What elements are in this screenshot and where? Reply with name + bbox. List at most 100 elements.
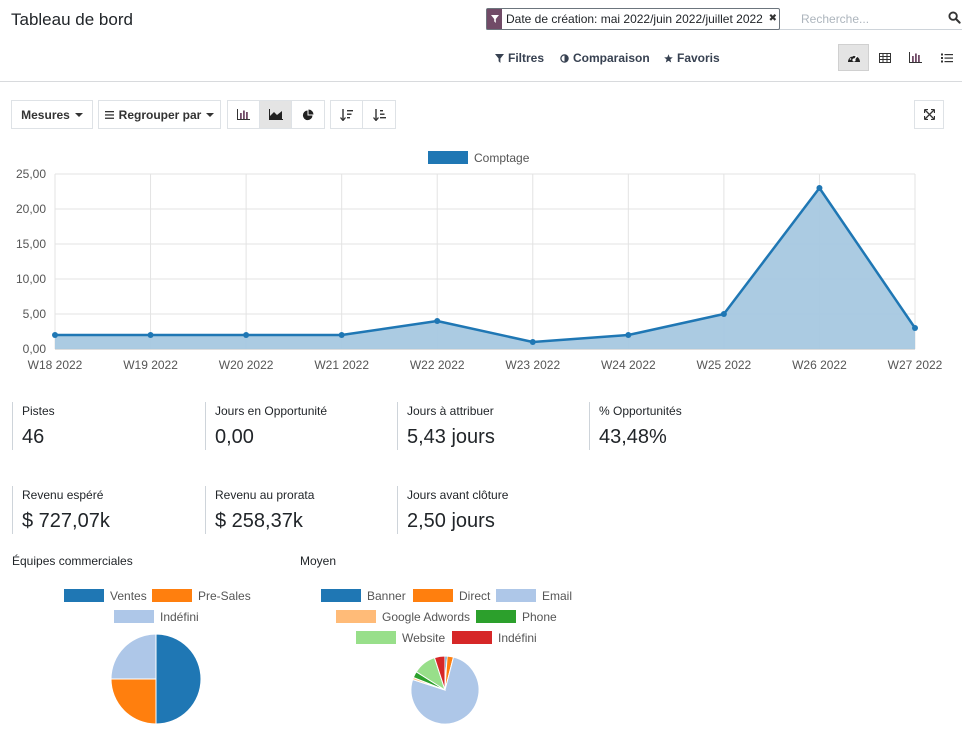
adjust-icon [560, 53, 569, 63]
list-icon [940, 53, 953, 62]
facet-value: Date de création: mai 2022/juin 2022/jui… [506, 12, 763, 26]
y-tick-label: 20,00 [16, 202, 46, 216]
data-point [52, 332, 58, 338]
kpi-label: Revenu espéré [22, 488, 104, 502]
legend-swatch [413, 589, 453, 602]
legend-swatch [64, 589, 104, 602]
measures-dropdown[interactable]: Mesures [11, 100, 93, 129]
sort-descending-button[interactable] [331, 101, 363, 128]
x-tick-label: W23 2022 [505, 358, 560, 372]
pie-slice [433, 655, 446, 691]
data-point [720, 311, 727, 317]
funnel-icon [495, 53, 504, 63]
pie-title-teams: Équipes commerciales [12, 554, 133, 568]
kpi-label: Revenu au prorata [215, 488, 315, 502]
kpi-value: 46 [22, 426, 45, 448]
legend-swatch [476, 610, 516, 623]
y-tick-label: 15,00 [16, 237, 46, 251]
legend-label: Banner [367, 589, 406, 603]
sort-amount-desc-icon [340, 108, 353, 121]
view-switcher [838, 44, 962, 71]
x-tick-label: W20 2022 [219, 358, 274, 372]
kpi-card[interactable]: Revenu au prorata $ 258,37k [205, 486, 390, 534]
data-point [147, 332, 154, 338]
data-point [816, 185, 823, 191]
data-point [529, 339, 536, 345]
groupby-label: Regrouper par [118, 107, 202, 122]
caret-down-icon [206, 112, 215, 117]
dashboard-view-button[interactable] [838, 44, 869, 71]
filters-button[interactable]: Filtres [495, 50, 544, 66]
data-point [243, 332, 250, 338]
x-tick-label: W19 2022 [123, 358, 178, 372]
x-tick-label: W27 2022 [888, 358, 943, 372]
kpi-value: 0,00 [215, 426, 254, 448]
sort-amount-asc-icon [372, 108, 386, 121]
line-chart-button[interactable] [260, 101, 292, 128]
data-point [625, 332, 632, 338]
y-tick-label: 25,00 [16, 167, 46, 181]
legend-label: Phone [522, 610, 557, 624]
kpi-card[interactable]: Revenu espéré $ 727,07k [12, 486, 197, 534]
favorites-button[interactable]: Favoris [664, 50, 720, 66]
legend-label: Email [542, 589, 572, 603]
header-divider [0, 81, 962, 82]
kpi-value: 2,50 jours [407, 510, 495, 532]
kpi-value: 5,43 jours [407, 426, 495, 448]
legend-swatch [428, 151, 468, 164]
kpi-card[interactable]: Pistes 46 [12, 402, 197, 450]
chart-type-group [227, 100, 325, 129]
kpi-value: $ 727,07k [22, 510, 110, 532]
kpi-label: Pistes [22, 404, 55, 418]
pie-slice [110, 633, 157, 680]
tachometer-icon [847, 54, 860, 62]
data-point [434, 318, 441, 324]
bars-icon [104, 110, 114, 119]
search-input[interactable] [799, 8, 939, 29]
legend-label: Indéfini [498, 631, 537, 645]
legend-label: Website [402, 631, 445, 645]
y-tick-label: 0,00 [23, 342, 47, 356]
kpi-label: Jours en Opportunité [215, 404, 328, 418]
table-icon [878, 52, 891, 63]
star-icon [664, 53, 673, 63]
x-tick-label: W25 2022 [697, 358, 752, 372]
legend-label: Ventes [110, 589, 147, 603]
legend-label: Indéfini [160, 610, 199, 624]
expand-button[interactable] [914, 100, 944, 129]
x-tick-label: W26 2022 [792, 358, 847, 372]
groupby-dropdown[interactable]: Regrouper par [98, 100, 221, 129]
kpi-card[interactable]: Jours en Opportunité 0,00 [205, 402, 390, 450]
expand-icon [923, 109, 935, 120]
x-tick-label: W24 2022 [601, 358, 656, 372]
search-bar: Date de création: mai 2022/juin 2022/jui… [486, 8, 962, 30]
kpi-label: Jours à attribuer [407, 404, 494, 418]
data-point [338, 332, 345, 338]
comparison-button[interactable]: Comparaison [560, 50, 650, 66]
search-facet[interactable]: Date de création: mai 2022/juin 2022/jui… [486, 8, 780, 30]
pie-slice [110, 678, 157, 725]
bar-chart-icon [237, 109, 250, 120]
series-line [55, 186, 917, 344]
legend-swatch [452, 631, 492, 644]
pivot-view-button[interactable] [869, 44, 900, 71]
search-icon[interactable] [948, 11, 961, 24]
favorites-label: Favoris [677, 51, 720, 65]
list-view-button[interactable] [931, 44, 962, 71]
x-tick-label: W22 2022 [410, 358, 465, 372]
filter-icon [487, 9, 502, 29]
kpi-card[interactable]: % Opportunités 43,48% [589, 402, 774, 450]
kpi-card[interactable]: Jours avant clôture 2,50 jours [397, 486, 582, 534]
pie-chart-button[interactable] [292, 101, 324, 128]
legend-swatch [114, 610, 154, 623]
facet-remove-icon[interactable]: ✖ [768, 13, 778, 24]
kpi-card[interactable]: Jours à attribuer 5,43 jours [397, 402, 582, 450]
graph-view-button[interactable] [900, 44, 931, 71]
y-tick-label: 5,00 [23, 307, 47, 321]
bar-chart-icon [909, 52, 922, 63]
kpi-label: Jours avant clôture [407, 488, 509, 502]
sort-ascending-button[interactable] [363, 101, 395, 128]
kpi-label: % Opportunités [599, 404, 682, 418]
bar-chart-button[interactable] [228, 101, 260, 128]
legend-swatch [496, 589, 536, 602]
